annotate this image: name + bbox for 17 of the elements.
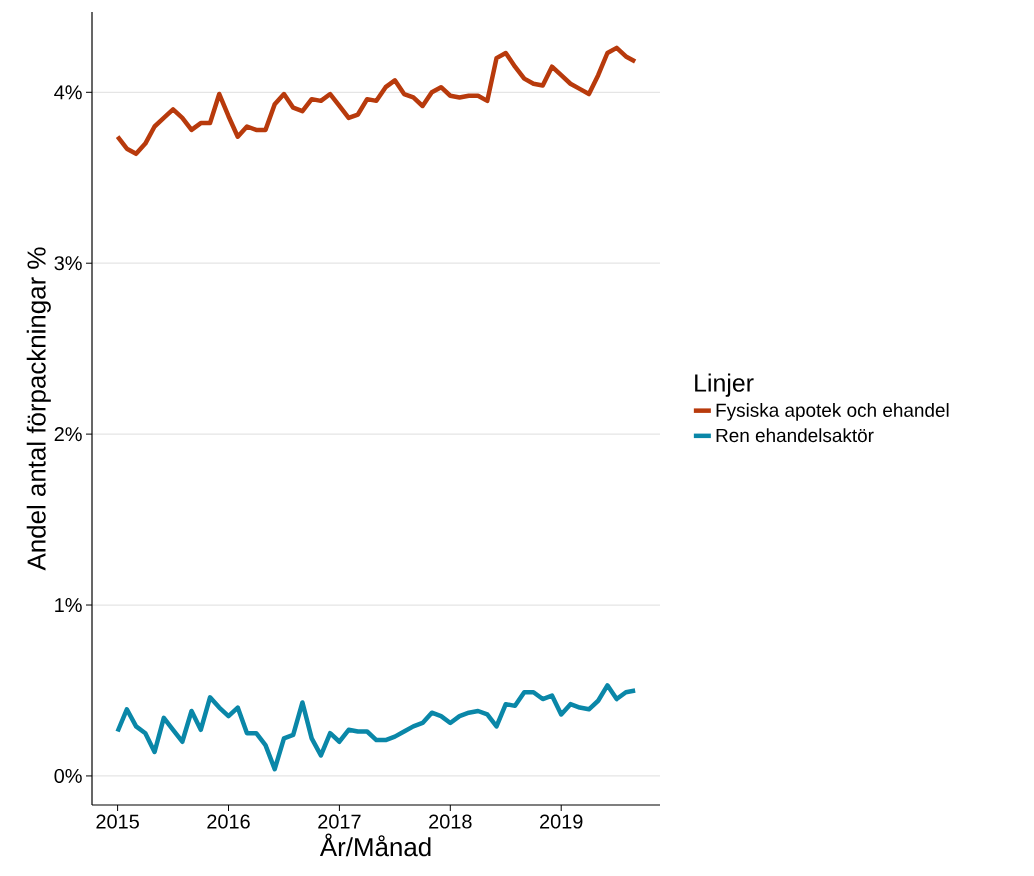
x-tick-label: 2015 [96, 814, 139, 829]
y-tick-label: 1% [55, 598, 82, 612]
y-tick-label: 4% [54, 85, 82, 100]
legend-label: Ren ehandelsaktör [716, 428, 874, 443]
y-axis-title: Andel antal förpackningar % [26, 247, 51, 571]
y-tick-label: 2% [54, 427, 82, 442]
y-tick-label: 0% [54, 768, 82, 783]
x-tick-label: 2018 [429, 814, 472, 829]
line-series [115, 683, 638, 772]
x-tick-label: 2017 [318, 814, 361, 829]
legend-label: Fysiska apotek och ehandel [716, 403, 949, 421]
line-series [115, 45, 638, 157]
x-tick-label: 2019 [540, 814, 583, 829]
x-axis-title: År/Månad [319, 833, 431, 857]
legend-title: Linjer [695, 373, 754, 397]
y-tick-label: 3% [54, 256, 82, 271]
x-tick-label: 2016 [207, 814, 250, 829]
